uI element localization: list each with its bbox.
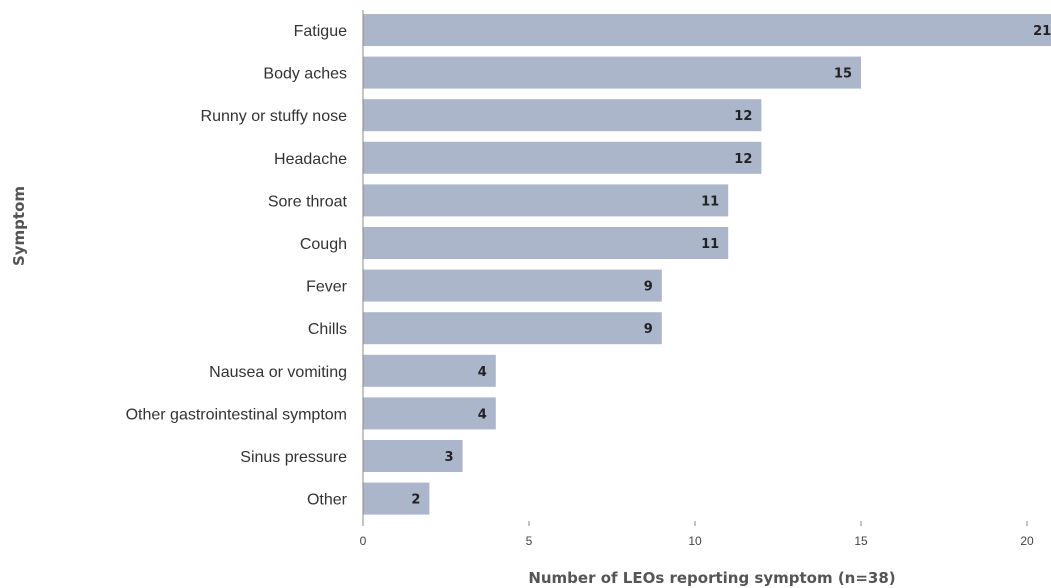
value-label: 4 bbox=[478, 365, 487, 380]
x-tick-label: 20 bbox=[1020, 534, 1034, 548]
category-label: Cough bbox=[300, 236, 347, 253]
value-label: 12 bbox=[734, 109, 752, 124]
category-label: Nausea or vomiting bbox=[209, 364, 347, 381]
x-tick-label: 5 bbox=[526, 534, 533, 548]
category-label: Fatigue bbox=[294, 23, 347, 40]
bar bbox=[363, 14, 1051, 46]
x-axis-ticks: 0 5 10 15 20 bbox=[360, 521, 1034, 548]
bar bbox=[363, 397, 496, 430]
value-label: 9 bbox=[644, 280, 653, 295]
value-label: 9 bbox=[644, 322, 653, 337]
value-label: 11 bbox=[701, 194, 719, 209]
bar bbox=[363, 184, 729, 217]
value-label: 3 bbox=[445, 450, 454, 465]
x-tick-label: 10 bbox=[688, 534, 702, 548]
category-label: Other bbox=[307, 492, 348, 509]
category-label: Sore throat bbox=[268, 193, 348, 210]
bar bbox=[363, 354, 496, 387]
bar bbox=[363, 269, 662, 302]
y-axis-title: Symptom bbox=[10, 186, 28, 266]
value-label: 21 bbox=[1033, 24, 1051, 39]
value-label: 12 bbox=[734, 152, 752, 167]
category-label: Body aches bbox=[263, 66, 347, 83]
bar bbox=[363, 99, 762, 132]
value-label: 2 bbox=[411, 493, 420, 508]
category-label: Fever bbox=[306, 279, 348, 296]
value-label: 15 bbox=[834, 67, 852, 82]
x-tick-label: 15 bbox=[854, 534, 868, 548]
bar bbox=[363, 227, 729, 259]
category-label: Chills bbox=[308, 321, 347, 338]
bar bbox=[363, 56, 861, 89]
category-label: Sinus pressure bbox=[240, 449, 347, 466]
x-tick-label: 0 bbox=[360, 534, 367, 548]
category-label: Runny or stuffy nose bbox=[201, 108, 348, 125]
x-axis-title: Number of LEOs reporting symptom (n=38) bbox=[528, 569, 895, 587]
category-label: Headache bbox=[274, 151, 347, 168]
value-label: 4 bbox=[478, 407, 487, 422]
value-label: 11 bbox=[701, 237, 719, 252]
bar bbox=[363, 440, 463, 472]
bar bbox=[363, 141, 762, 174]
bar bbox=[363, 312, 662, 345]
bar bbox=[363, 482, 430, 515]
bars-group: Fatigue 21 Body aches 15 Runny or stuffy nos… bbox=[126, 14, 1051, 515]
category-label: Other gastrointestinal symptom bbox=[126, 406, 347, 423]
